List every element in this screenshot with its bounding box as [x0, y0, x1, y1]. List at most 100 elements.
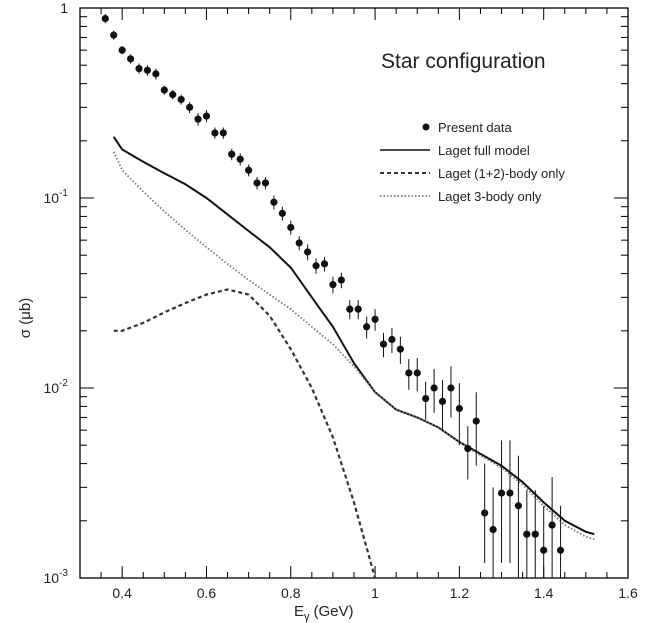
- data-marker: [497, 489, 506, 497]
- data-point: [101, 13, 109, 24]
- data-marker: [523, 530, 531, 538]
- x-tick-label: 1.4: [534, 585, 554, 601]
- data-marker: [548, 521, 556, 529]
- data-marker: [320, 260, 329, 268]
- y-tick-base: 1: [60, 0, 68, 16]
- data-marker: [110, 31, 118, 39]
- plot-series: [112, 136, 595, 579]
- legend-item-present-data: Present data: [422, 120, 512, 135]
- data-marker: [219, 129, 227, 137]
- data-marker: [354, 305, 362, 313]
- data-point: [219, 127, 227, 139]
- legend-label-present-data: Present data: [438, 120, 512, 135]
- data-marker: [143, 66, 152, 74]
- data-marker: [236, 155, 244, 163]
- data-marker: [396, 345, 404, 353]
- data-point: [540, 505, 548, 578]
- tick-labels: 0.4 0.6 0.8 1 1.2 1.4 1.610-310-210-11: [44, 0, 638, 601]
- data-marker: [312, 262, 320, 270]
- data-marker: [202, 112, 211, 120]
- data-point: [135, 63, 143, 74]
- data-marker: [228, 150, 236, 158]
- data-point: [202, 110, 211, 123]
- data-point: [312, 258, 320, 274]
- data-point: [245, 164, 253, 177]
- data-marker: [135, 64, 143, 73]
- legend-label-laget-3-body: Laget 3-body only: [438, 189, 542, 204]
- data-marker: [337, 276, 345, 284]
- data-point: [194, 113, 202, 126]
- data-marker: [253, 179, 261, 187]
- legend-item-laget-3-body: Laget 3-body only: [380, 189, 542, 204]
- data-marker: [379, 340, 388, 348]
- data-point: [455, 383, 463, 446]
- data-point: [253, 176, 261, 190]
- data-point: [489, 487, 497, 578]
- data-point: [354, 300, 362, 320]
- data-point: [396, 336, 404, 364]
- data-marker: [438, 397, 447, 406]
- legend-item-laget-full-model: Laget full model: [380, 143, 530, 158]
- data-marker: [363, 323, 371, 331]
- data-marker: [464, 444, 472, 453]
- data-point: [270, 195, 278, 210]
- data-point: [363, 316, 371, 339]
- series-laget-1-2-body-only: [113, 288, 377, 579]
- x-tick-label: 0.4: [112, 585, 132, 601]
- data-marker: [481, 509, 489, 517]
- data-point: [438, 380, 447, 431]
- data-point: [295, 236, 303, 251]
- x-tick-label: 1.2: [450, 585, 470, 601]
- data-marker: [270, 198, 278, 206]
- data-marker: [447, 384, 455, 392]
- chart-title: Star configuration: [381, 50, 546, 73]
- data-point: [211, 127, 219, 139]
- data-point: [228, 148, 236, 161]
- data-point: [236, 153, 244, 166]
- data-point: [464, 426, 472, 480]
- y-tick-base: 10: [44, 570, 60, 586]
- data-point: [472, 392, 480, 466]
- data-marker: [160, 86, 168, 94]
- data-marker: [278, 209, 286, 217]
- data-point: [110, 30, 118, 40]
- plot-frame: [79, 7, 629, 579]
- data-point: [320, 256, 329, 272]
- y-tick-exponent: -1: [59, 188, 68, 199]
- y-tick-exponent: -2: [59, 378, 68, 389]
- data-point: [531, 490, 539, 578]
- data-marker: [489, 525, 497, 534]
- data-point: [160, 85, 168, 95]
- data-marker: [295, 239, 303, 247]
- data-marker: [405, 369, 413, 377]
- data-point: [514, 455, 523, 578]
- data-marker: [261, 179, 270, 187]
- data-marker: [304, 248, 312, 256]
- data-point: [152, 68, 160, 80]
- y-tick-label: 10-1: [44, 188, 69, 206]
- x-tick-label: 1: [371, 585, 379, 601]
- y-tick-label: 1: [60, 0, 68, 16]
- data-marker: [126, 55, 135, 63]
- data-point: [126, 54, 135, 64]
- y-tick-label: 10-2: [44, 378, 69, 396]
- data-point: [481, 463, 489, 563]
- data-point: [346, 300, 354, 320]
- data-point: [177, 94, 185, 105]
- data-point: [371, 309, 379, 331]
- data-point: [186, 102, 194, 114]
- data-marker: [101, 14, 109, 23]
- data-marker: [371, 315, 379, 323]
- data-marker: [455, 404, 463, 413]
- data-marker: [152, 70, 160, 78]
- data-point: [506, 440, 514, 563]
- data-point: [329, 276, 337, 294]
- data-marker: [186, 103, 194, 111]
- legend-label-laget-full-model: Laget full model: [438, 143, 530, 158]
- legend-marker-present-data: [422, 123, 430, 131]
- data-point: [548, 477, 556, 578]
- data-point: [422, 381, 430, 420]
- x-tick-label: 0.8: [281, 585, 301, 601]
- data-marker: [506, 489, 514, 497]
